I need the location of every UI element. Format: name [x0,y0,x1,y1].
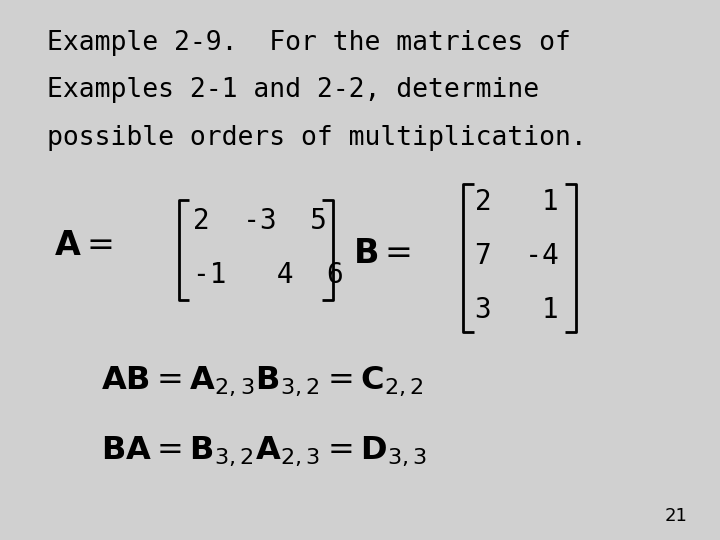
Text: 21: 21 [665,507,688,525]
Text: 3   1: 3 1 [475,296,559,325]
Text: $\mathbf{AB} = \mathbf{A}_{2,3}\mathbf{B}_{3,2} = \mathbf{C}_{2,2}$: $\mathbf{AB} = \mathbf{A}_{2,3}\mathbf{B… [101,364,423,397]
Text: possible orders of multiplication.: possible orders of multiplication. [47,125,587,151]
Text: Examples 2-1 and 2-2, determine: Examples 2-1 and 2-2, determine [47,77,539,103]
Text: 2  -3  5: 2 -3 5 [193,207,327,235]
Text: 7  -4: 7 -4 [475,242,559,271]
Text: $\mathbf{A} =$: $\mathbf{A} =$ [54,229,113,262]
Text: Example 2-9.  For the matrices of: Example 2-9. For the matrices of [47,30,571,56]
Text: $\mathbf{B} =$: $\mathbf{B} =$ [353,237,411,271]
Text: $\mathbf{BA} = \mathbf{B}_{3,2}\mathbf{A}_{2,3} = \mathbf{D}_{3,3}$: $\mathbf{BA} = \mathbf{B}_{3,2}\mathbf{A… [101,434,427,468]
Text: -1   4  6: -1 4 6 [193,261,343,289]
Text: 2   1: 2 1 [475,188,559,217]
